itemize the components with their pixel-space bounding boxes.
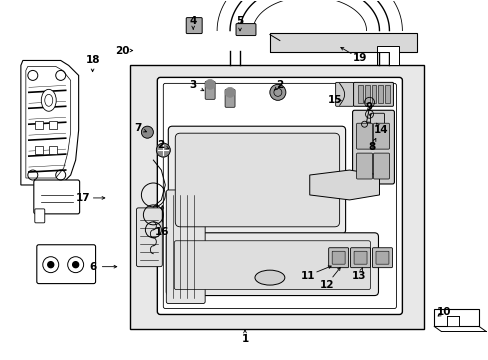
- Text: 1: 1: [241, 334, 248, 345]
- Text: 13: 13: [351, 271, 366, 281]
- Text: 9: 9: [365, 102, 372, 112]
- FancyBboxPatch shape: [166, 233, 378, 296]
- FancyBboxPatch shape: [353, 251, 366, 264]
- Text: 12: 12: [319, 280, 333, 289]
- Text: 6: 6: [89, 262, 96, 272]
- FancyBboxPatch shape: [373, 123, 388, 149]
- Text: 5: 5: [236, 15, 243, 26]
- FancyBboxPatch shape: [373, 153, 388, 179]
- Bar: [130, 66, 424, 329]
- FancyBboxPatch shape: [375, 251, 388, 264]
- Text: 18: 18: [85, 55, 100, 66]
- FancyBboxPatch shape: [328, 248, 348, 268]
- Text: 20: 20: [115, 45, 129, 55]
- FancyBboxPatch shape: [168, 126, 345, 234]
- FancyBboxPatch shape: [356, 123, 372, 149]
- Polygon shape: [309, 170, 379, 200]
- Ellipse shape: [41, 89, 56, 111]
- Bar: [35, 121, 42, 129]
- Bar: [447, 316, 458, 327]
- Circle shape: [205, 80, 215, 89]
- FancyBboxPatch shape: [269, 32, 416, 53]
- Bar: [49, 146, 57, 154]
- FancyBboxPatch shape: [175, 133, 339, 227]
- Text: 2: 2: [156, 140, 163, 150]
- Text: 17: 17: [76, 193, 91, 203]
- Text: 14: 14: [373, 125, 388, 135]
- FancyBboxPatch shape: [372, 248, 392, 268]
- Polygon shape: [21, 60, 79, 185]
- FancyBboxPatch shape: [37, 245, 95, 284]
- Ellipse shape: [254, 270, 285, 285]
- Text: 19: 19: [352, 54, 366, 63]
- Circle shape: [48, 262, 54, 268]
- Text: 4: 4: [189, 15, 197, 26]
- Bar: [49, 121, 57, 129]
- Bar: [371, 85, 376, 103]
- Bar: [364, 85, 369, 103]
- FancyBboxPatch shape: [331, 251, 345, 264]
- Circle shape: [224, 87, 235, 97]
- Circle shape: [156, 143, 170, 157]
- Ellipse shape: [45, 94, 53, 106]
- FancyBboxPatch shape: [157, 77, 402, 315]
- FancyBboxPatch shape: [166, 190, 205, 303]
- Circle shape: [73, 262, 79, 268]
- Bar: [378, 85, 383, 103]
- FancyBboxPatch shape: [352, 110, 394, 184]
- FancyBboxPatch shape: [236, 24, 255, 36]
- Text: 15: 15: [327, 95, 341, 105]
- Bar: [385, 85, 389, 103]
- FancyBboxPatch shape: [356, 153, 372, 179]
- FancyBboxPatch shape: [433, 309, 478, 327]
- Text: 3: 3: [189, 80, 197, 90]
- FancyBboxPatch shape: [205, 81, 215, 99]
- FancyBboxPatch shape: [136, 208, 162, 267]
- Circle shape: [269, 84, 285, 100]
- FancyBboxPatch shape: [350, 248, 370, 268]
- FancyBboxPatch shape: [174, 241, 370, 289]
- FancyBboxPatch shape: [370, 113, 384, 143]
- Bar: [357, 85, 362, 103]
- Text: 11: 11: [300, 271, 314, 281]
- Bar: [35, 146, 42, 154]
- Circle shape: [141, 126, 153, 138]
- FancyBboxPatch shape: [335, 82, 353, 106]
- Text: 10: 10: [436, 307, 450, 318]
- FancyBboxPatch shape: [186, 18, 202, 33]
- Polygon shape: [377, 45, 399, 66]
- FancyBboxPatch shape: [35, 209, 45, 223]
- FancyBboxPatch shape: [353, 82, 393, 106]
- Text: 7: 7: [135, 123, 142, 133]
- FancyBboxPatch shape: [34, 180, 80, 214]
- FancyBboxPatch shape: [224, 89, 235, 107]
- Text: 8: 8: [367, 142, 374, 152]
- Text: 2: 2: [276, 80, 283, 90]
- Text: 16: 16: [155, 227, 169, 237]
